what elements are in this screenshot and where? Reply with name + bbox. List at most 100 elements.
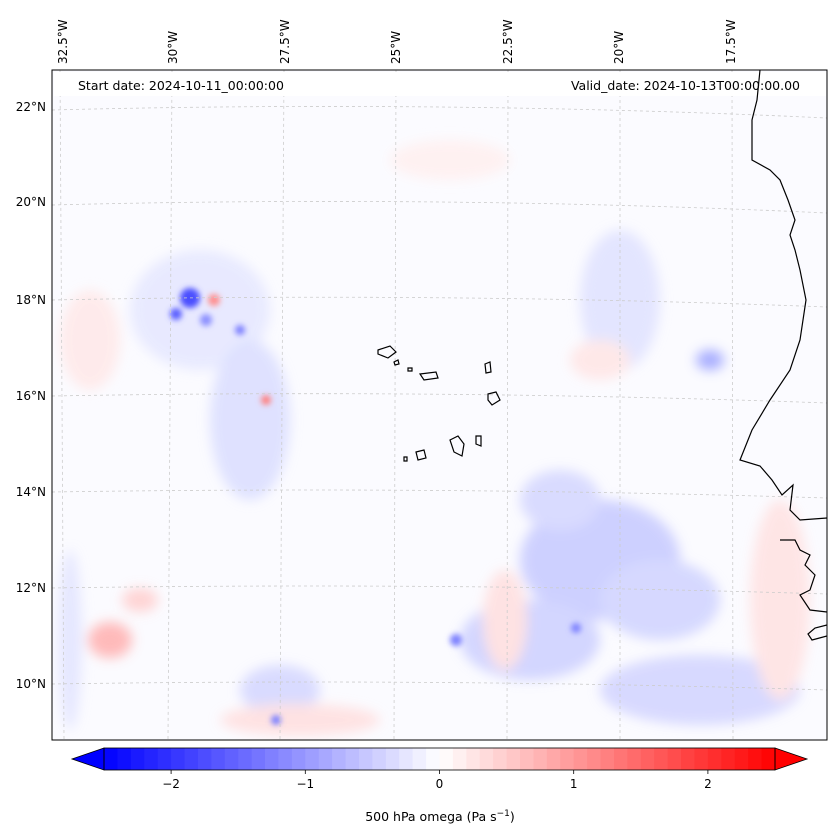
colorbar: −2 −1 0 1 2 500 hPa omega (Pa s−1) [70,747,809,824]
meridian [393,70,397,740]
colorbar-bin [385,748,400,770]
latitude-labels: 22°N 20°N 18°N 16°N 14°N 12°N 10°N [16,100,46,691]
colorbar-tick-label: 1 [570,777,578,791]
island [403,456,408,462]
lon-label: 17.5°W [724,19,738,64]
island [418,371,439,381]
colorbar-bin [761,748,776,770]
colorbar-bin [251,748,266,770]
island [475,435,482,447]
colorbar-bin [748,748,763,770]
colorbar-bin [479,748,494,770]
colorbar-bin [372,748,387,770]
colorbar-bin [305,748,320,770]
island [487,391,501,406]
colorbar-bin [721,748,736,770]
colorbar-bin [345,748,360,770]
lon-label: 32.5°W [56,19,70,64]
colorbar-tick-label: 2 [704,777,712,791]
colorbar-bin [157,748,172,770]
colorbar-bin [466,748,481,770]
island [393,359,400,366]
colorbar-bin [587,748,602,770]
colorbar-bin [171,748,186,770]
colorbar-extend-max [774,747,809,771]
colorbar-bin [546,748,561,770]
island [449,435,465,457]
lon-label: 20°W [612,31,626,64]
colorbar-bin [627,748,642,770]
colorbar-ticks: −2 −1 0 1 2 [162,770,712,791]
meridian [59,70,65,740]
colorbar-bin [224,748,239,770]
colorbar-bin [640,748,655,770]
valid-date: Valid_date: 2024-10-13T00:00:00.00 [571,78,800,93]
colorbar-bin [493,748,508,770]
colorbar-bin [358,748,373,770]
map-panel: Start date: 2024-10-11_00:00:00 Valid_da… [51,69,828,741]
colorbar-bin [654,748,669,770]
colorbar-bin [211,748,226,770]
lon-label: 30°W [166,31,180,64]
colorbar-bin [426,748,441,770]
colorbar-bin [104,748,119,770]
parallel [52,201,827,214]
colorbar-bin [533,748,548,770]
colorbar-label: 500 hPa omega (Pa s−1) [365,809,515,824]
parallel [52,296,827,308]
omega-field [58,140,810,736]
colorbar-tick-label: −1 [296,777,314,791]
colorbar-bin [573,748,588,770]
colorbar-bin [318,748,333,770]
island [415,449,427,461]
colorbar-bin [117,748,132,770]
lon-label: 25°W [389,31,403,64]
cape-verde-islands [377,345,501,462]
colorbar-extend-min [70,747,105,771]
colorbar-bin [734,748,749,770]
lat-label: 12°N [16,581,46,595]
header-strip [54,72,826,96]
colorbar-bin [707,748,722,770]
island [377,345,397,359]
colorbar-bin [560,748,575,770]
colorbar-bin [130,748,145,770]
colorbar-bin [144,748,159,770]
colorbar-bin [439,748,454,770]
meridian [279,70,285,740]
lon-label: 27.5°W [278,19,292,64]
parallel [52,393,827,404]
colorbar-bin [681,748,696,770]
colorbar-bin [291,748,306,770]
colorbar-tick-label: −2 [162,777,180,791]
colorbar-bin [520,748,535,770]
parallel [52,585,827,595]
lat-label: 22°N [16,100,46,114]
colorbar-bin [278,748,293,770]
colorbar-bin [399,748,414,770]
colorbar-bins [104,748,776,770]
colorbar-bin [667,748,682,770]
lat-label: 20°N [16,195,46,209]
map-frame [51,69,828,741]
island [407,367,413,372]
colorbar-bin [332,748,347,770]
island [484,361,492,374]
start-date: Start date: 2024-10-11_00:00:00 [78,78,284,93]
colorbar-bin [452,748,467,770]
colorbar-bin [238,748,253,770]
parallel [52,681,827,691]
colorbar-bin [694,748,709,770]
lat-label: 16°N [16,389,46,403]
lon-label: 22.5°W [501,19,515,64]
lat-label: 18°N [16,293,46,307]
colorbar-bin [184,748,199,770]
colorbar-bin [197,748,212,770]
colorbar-tick-label: 0 [436,777,444,791]
parallel [52,106,827,119]
lat-label: 14°N [16,485,46,499]
colorbar-bin [412,748,427,770]
africa-coastline [739,70,827,641]
gridlines [52,70,827,740]
